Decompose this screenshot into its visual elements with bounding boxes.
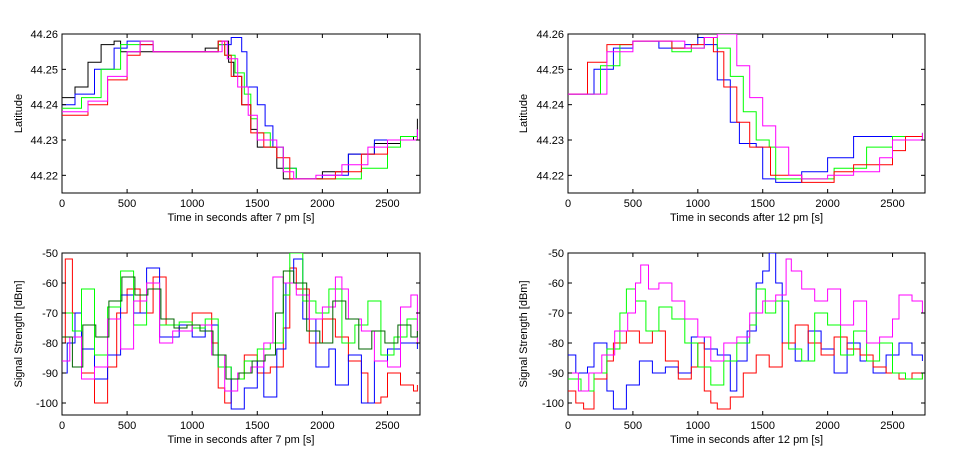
chart2-ylabel: Signal Strength [dBm]	[13, 280, 25, 387]
chart0-series-group	[62, 37, 418, 180]
chart-signal-12pm: 0 500 1000 1500 2000 2500 -100 -90 -80 -70 -60 -50 T…	[505, 230, 935, 460]
chart0-axes-frame	[61, 33, 421, 194]
chart3-xlabel: Time in seconds after 12 pm [s]	[670, 434, 823, 446]
chart3-ytick-label-3: -70	[548, 308, 564, 320]
chart2-ytick-label-4: -60	[42, 278, 58, 290]
chart-latitude-7pm: 0 500 1000 1500 2000 2500 44.22 44.23 44.24 44.25…	[0, 0, 430, 225]
chart1-ytick-label-3: 44.25	[536, 64, 564, 76]
chart3-series-3-line	[568, 258, 923, 392]
chart2-series-1-line	[62, 258, 418, 410]
chart-latitude-12pm-svg: 0 500 1000 1500 2000 2500 44.22 44.23 44.24 44.25…	[518, 29, 926, 224]
chart0-xlabel: Time in seconds after 7 pm [s]	[168, 212, 315, 224]
chart1-axes-frame	[567, 33, 926, 194]
chart2-ytick-label-2: -80	[42, 338, 58, 350]
chart1-xtick-label-1: 500	[624, 198, 642, 210]
chart1-ytick-label-1: 44.23	[536, 135, 564, 147]
chart-signal-12pm-svg: 0 500 1000 1500 2000 2500 -100 -90 -80 -70 -60 -50 T…	[518, 248, 926, 446]
chart3-xtick-label-2: 1000	[686, 420, 710, 432]
chart2-ytick-label-0: -100	[36, 398, 58, 410]
chart3-ylabel: Signal Strength [dBm]	[518, 280, 530, 387]
chart1-ytick-label-2: 44.24	[536, 100, 564, 112]
chart2-series-3-line	[62, 276, 418, 392]
chart0-xtick-label-4: 2000	[310, 198, 334, 210]
chart0-xtick-label-0: 0	[59, 198, 65, 210]
chart1-xtick-label-2: 1000	[686, 198, 710, 210]
chart3-series-group	[568, 253, 923, 410]
chart0-xtick-label-3: 1500	[245, 198, 269, 210]
chart1-xtick-label-3: 1500	[750, 198, 774, 210]
chart3-xtick-label-0: 0	[565, 420, 571, 432]
chart3-axes-frame	[567, 252, 926, 416]
chart0-series-4-line	[62, 40, 418, 180]
chart1-series-3-line	[568, 34, 923, 180]
chart2-xtick-label-4: 2000	[310, 420, 334, 432]
chart1-ytick-label-0: 44.22	[536, 170, 564, 182]
chart-latitude-7pm-svg: 0 500 1000 1500 2000 2500 44.22 44.23 44.24 44.25…	[13, 29, 421, 224]
chart3-series-2-line	[568, 288, 923, 392]
chart1-xlabel: Time in seconds after 12 pm [s]	[670, 212, 823, 224]
chart2-xlabel: Time in seconds after 7 pm [s]	[168, 434, 315, 446]
chart2-ytick-label-3: -70	[42, 308, 58, 320]
chart2-xtick-label-3: 1500	[245, 420, 269, 432]
chart2-ytick-label-1: -90	[42, 368, 58, 380]
chart1-ytick-label-4: 44.26	[536, 29, 564, 41]
chart2-xtick-label-2: 1000	[180, 420, 204, 432]
chart3-xtick-label-1: 500	[624, 420, 642, 432]
chart3-xtick-label-4: 2000	[815, 420, 839, 432]
chart0-xtick-label-5: 2500	[375, 198, 399, 210]
chart3-ytick-label-2: -80	[548, 338, 564, 350]
chart0-ytick-label-4: 44.26	[30, 29, 58, 41]
chart-latitude-12pm: 0 500 1000 1500 2000 2500 44.22 44.23 44.24 44.25…	[505, 0, 935, 225]
chart0-ytick-label-2: 44.24	[30, 100, 58, 112]
chart2-axes-frame	[61, 252, 421, 416]
chart0-ytick-label-3: 44.25	[30, 64, 58, 76]
chart-signal-7pm-svg: 0 500 1000 1500 2000 2500 -100 -90 -80 -70 -60 -50 T…	[13, 248, 421, 446]
chart2-series-4-line	[62, 270, 418, 380]
chart1-series-group	[568, 34, 923, 183]
chart2-xtick-label-5: 2500	[375, 420, 399, 432]
chart1-ylabel: Latitude	[518, 94, 530, 133]
chart0-series-2-line	[62, 40, 418, 180]
chart0-ytick-label-1: 44.23	[30, 135, 58, 147]
chart1-xtick-label-4: 2000	[815, 198, 839, 210]
chart2-series-group	[62, 253, 418, 410]
chart2-ytick-label-5: -50	[42, 248, 58, 260]
chart0-ytick-label-0: 44.22	[30, 170, 58, 182]
chart3-series-1-line	[568, 324, 923, 410]
chart0-xtick-label-1: 500	[118, 198, 136, 210]
chart0-ylabel: Latitude	[13, 94, 25, 133]
chart3-ytick-label-5: -50	[548, 248, 564, 260]
chart2-xtick-label-0: 0	[59, 420, 65, 432]
chart3-ytick-label-4: -60	[548, 278, 564, 290]
chart3-ytick-label-0: -100	[542, 398, 564, 410]
chart1-xtick-label-0: 0	[565, 198, 571, 210]
chart2-xtick-label-1: 500	[118, 420, 136, 432]
chart0-xtick-label-2: 1000	[180, 198, 204, 210]
chart3-ytick-label-1: -90	[548, 368, 564, 380]
chart3-xtick-label-5: 2500	[880, 420, 904, 432]
chart2-series-2-line	[62, 253, 418, 380]
chart3-xtick-label-3: 1500	[750, 420, 774, 432]
chart-signal-7pm: 0 500 1000 1500 2000 2500 -100 -90 -80 -70 -60 -50 T…	[0, 230, 430, 460]
chart1-xtick-label-5: 2500	[880, 198, 904, 210]
